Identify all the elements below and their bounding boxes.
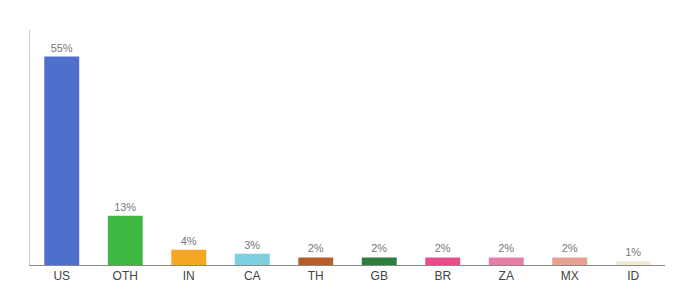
svg-text:3%: 3%	[244, 239, 260, 251]
svg-text:55%: 55%	[51, 42, 73, 54]
svg-text:1%: 1%	[625, 246, 641, 258]
svg-text:BR: BR	[434, 269, 451, 283]
svg-text:IN: IN	[183, 269, 195, 283]
svg-text:US: US	[53, 269, 70, 283]
svg-text:OTH: OTH	[113, 269, 138, 283]
svg-text:ID: ID	[627, 269, 639, 283]
svg-text:2%: 2%	[308, 242, 324, 254]
svg-text:GB: GB	[371, 269, 388, 283]
svg-text:13%: 13%	[114, 201, 136, 213]
svg-text:2%: 2%	[562, 242, 578, 254]
svg-text:TH: TH	[308, 269, 324, 283]
svg-text:CA: CA	[244, 269, 261, 283]
svg-text:2%: 2%	[371, 242, 387, 254]
svg-text:2%: 2%	[498, 242, 514, 254]
svg-text:2%: 2%	[435, 242, 451, 254]
svg-text:MX: MX	[561, 269, 579, 283]
svg-text:ZA: ZA	[499, 269, 514, 283]
svg-text:4%: 4%	[181, 235, 197, 247]
